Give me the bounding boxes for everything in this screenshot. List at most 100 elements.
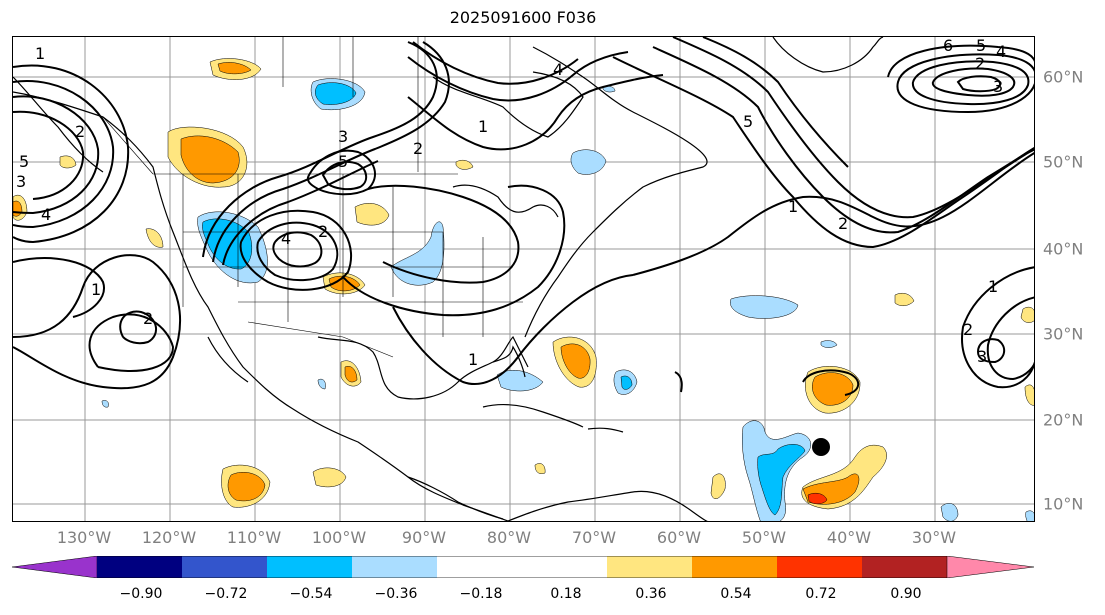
contour-label: 4: [996, 42, 1006, 61]
contour-label: 2: [975, 54, 985, 73]
contour-line: [674, 371, 683, 393]
fill-patch: [710, 473, 726, 500]
contour-label: 1: [788, 197, 798, 216]
fill-patch: [560, 343, 591, 379]
hudson-bay: [432, 71, 584, 138]
colorbar-tick: −0.54: [289, 586, 333, 602]
contour-label: 5: [338, 152, 348, 171]
south-america-north: [506, 490, 708, 521]
contour-line: [931, 67, 1016, 97]
contour-lines: [13, 37, 1034, 396]
contour-label: 6: [943, 37, 953, 55]
contour-label: 2: [413, 139, 423, 158]
contour-label: 1: [988, 277, 998, 296]
fill-patch: [620, 375, 633, 390]
map-title: 2025091600 F036: [449, 8, 597, 27]
lon-label: 80°W: [486, 528, 532, 547]
colorbar: [12, 556, 1035, 578]
fill-patch: [757, 444, 806, 516]
contour-line: [212, 41, 450, 263]
colorbar-segment: [862, 556, 947, 578]
fill-patch: [180, 135, 240, 184]
contour-line: [239, 209, 353, 291]
greenland-south: [772, 37, 884, 73]
contour-label-group: 1 2 5 3 4 1 2 3 5 4 2 2 1 4 5 1 2 6 5 4 …: [16, 37, 1006, 369]
colorbar-tick: 0.72: [805, 586, 837, 602]
na-gulf-coast: [317, 335, 529, 400]
fill-patch: [1025, 510, 1034, 521]
contour-label: 5: [19, 152, 29, 171]
fill-patch: [317, 378, 326, 390]
contour-label: 4: [281, 229, 291, 248]
fill-patch: [328, 275, 361, 292]
contour-line: [896, 53, 1034, 114]
lat-label: 10°N: [1043, 494, 1084, 514]
colorbar-segment: [607, 556, 692, 578]
fill-patch: [1024, 384, 1034, 406]
lon-label: 90°W: [401, 528, 447, 547]
fill-patch: [1020, 306, 1034, 323]
fill-patch: [354, 203, 390, 226]
contour-label: 1: [468, 350, 478, 369]
colorbar-tick: −0.72: [204, 586, 248, 602]
fill-patch: [534, 463, 546, 474]
contour-line: [13, 257, 105, 318]
contour-line: [802, 369, 860, 396]
contour-line: [986, 296, 1034, 381]
fill-patch: [312, 467, 347, 488]
fill-patch: [894, 293, 915, 306]
contour-label: 2: [75, 122, 85, 141]
contour-label: 3: [16, 172, 26, 191]
contour-line: [956, 75, 1002, 93]
contour-line: [977, 338, 1006, 364]
contour-label: 5: [743, 112, 753, 131]
contour-line: [119, 310, 157, 345]
colorbar-tick: 0.18: [550, 586, 582, 602]
contour-line: [13, 254, 181, 390]
lon-label: 130°W: [56, 528, 112, 547]
contour-label: 5: [976, 37, 986, 55]
map-panel: 1 2 5 3 4 1 2 3 5 4 2 2 1 4 5 1 2 6 5 4 …: [12, 36, 1035, 522]
fill-patch: [101, 400, 109, 408]
contour-line: [202, 41, 438, 258]
contour-line: [911, 60, 1030, 106]
hispaniola: [587, 427, 624, 433]
cuba: [482, 403, 584, 428]
fill-patch: [145, 228, 164, 248]
lat-label: 60°N: [1043, 67, 1084, 87]
colorbar-segment: [692, 556, 777, 578]
lon-label: 70°W: [571, 528, 617, 547]
colorbar-segment: [97, 556, 182, 578]
anomaly-fill-positive: [13, 58, 1034, 510]
contour-line: [367, 184, 520, 284]
contour-line: [961, 266, 1034, 389]
colorbar-segment: [352, 556, 437, 578]
contour-label: 2: [838, 214, 848, 233]
lat-label: 20°N: [1043, 410, 1084, 430]
colorbar-tick: −0.90: [119, 586, 163, 602]
colorbar-segment: [182, 556, 267, 578]
lon-label: 100°W: [311, 528, 367, 547]
contour-label: 2: [318, 222, 328, 241]
contour-line: [412, 41, 579, 85]
contour-line: [13, 80, 115, 229]
contour-label: 4: [41, 205, 51, 224]
fill-patch: [455, 159, 474, 170]
contour-line: [13, 64, 130, 244]
anomaly-fill-negative: [101, 78, 1034, 521]
fill-patch: [820, 340, 838, 348]
fill-patch: [59, 155, 77, 169]
fill-patch: [812, 372, 854, 406]
colorbar-segment: [267, 556, 352, 578]
lat-label: 40°N: [1043, 239, 1084, 259]
storm-marker: [812, 438, 830, 456]
contour-label: 1: [91, 280, 101, 299]
contour-line: [392, 274, 634, 385]
colorbar-segment: [12, 556, 98, 578]
contour-label: 2: [143, 309, 153, 328]
fill-patch: [227, 472, 266, 502]
contour-label: 3: [338, 127, 348, 146]
contour-line: [672, 37, 1034, 219]
great-lakes: [452, 184, 559, 218]
central-america: [407, 476, 504, 520]
